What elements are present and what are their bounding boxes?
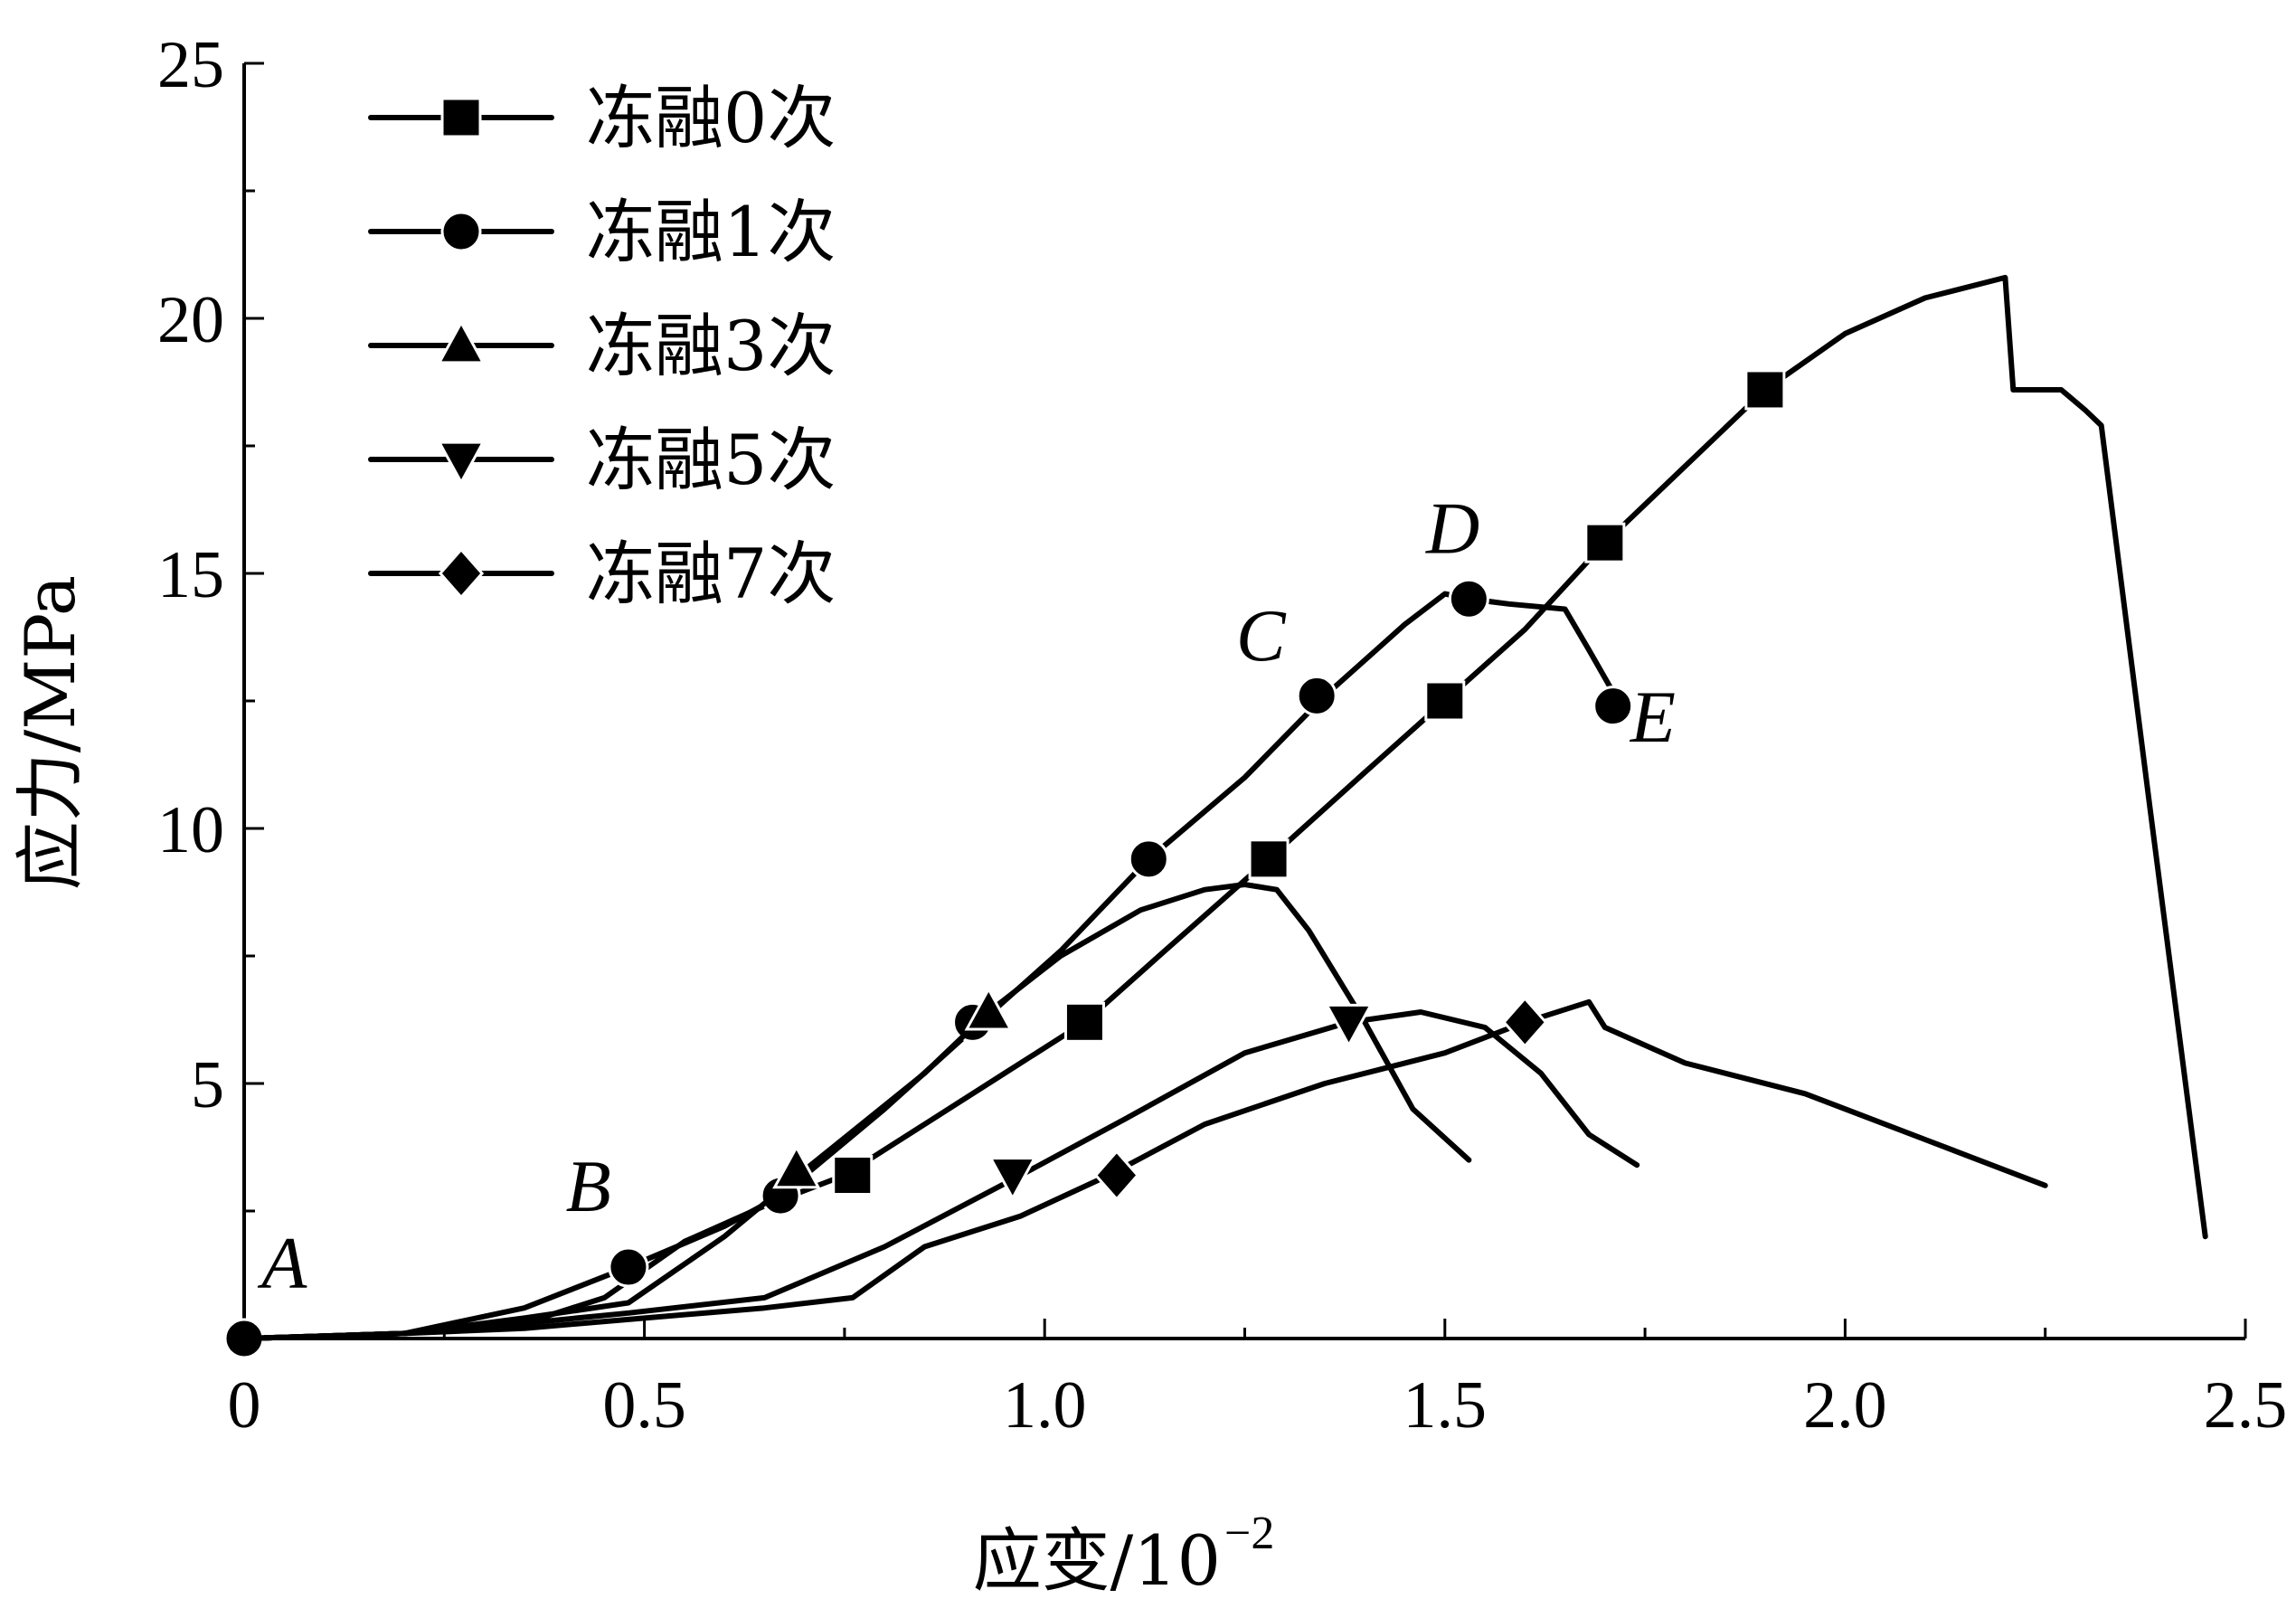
legend-label: 冻融5次 <box>586 420 836 500</box>
y-tick-label: 25 <box>157 28 224 102</box>
data-point-triangle-down <box>988 1157 1037 1201</box>
legend-marker-square <box>440 97 482 138</box>
annotation-D: D <box>1425 487 1479 569</box>
legend-marker-circle <box>440 211 482 252</box>
y-tick-label: 15 <box>157 538 224 612</box>
legend-marker-triangle-down <box>437 440 486 486</box>
data-point-diamond <box>1093 1149 1139 1202</box>
legend-marker-diamond <box>438 547 485 600</box>
y-tick-label: 10 <box>157 793 224 867</box>
legend-item: 冻融7次 <box>368 534 836 614</box>
series-1 <box>223 578 1634 1359</box>
series-layer <box>223 274 2208 1359</box>
data-point-triangle-up <box>964 986 1013 1031</box>
series-line-0 <box>241 274 2208 1341</box>
annotation-E: E <box>1630 676 1676 758</box>
legend-label: 冻融1次 <box>586 192 836 272</box>
series-line-4 <box>241 998 2048 1341</box>
legend-item: 冻融0次 <box>368 78 836 158</box>
axis-ticks: 0 0.5 1.0 1.5 2.0 2.5 5 10 15 20 25 <box>157 28 2287 1443</box>
legend-label: 冻融7次 <box>586 534 836 614</box>
data-point-circle <box>1296 675 1337 716</box>
x-tick-label: 2.0 <box>1803 1368 1887 1443</box>
series-2 <box>241 882 1472 1341</box>
series-line-1 <box>241 591 1624 1341</box>
x-tick-label: 2.5 <box>2204 1368 2288 1443</box>
legend-label: 冻融3次 <box>586 306 836 386</box>
data-point-triangle-up <box>772 1144 821 1189</box>
series-3 <box>241 1003 1640 1341</box>
series-0 <box>241 274 2208 1341</box>
x-tick-label: 1.0 <box>1003 1368 1087 1443</box>
y-tick-label: 20 <box>157 283 224 357</box>
data-point-square <box>1584 522 1626 563</box>
series-line-3 <box>241 1009 1640 1341</box>
x-axis-title-exponent: −2 <box>1224 1508 1274 1559</box>
legend-label: 冻融0次 <box>586 78 836 158</box>
data-point-square <box>1063 1001 1105 1043</box>
legend-marker-triangle-up <box>437 319 486 364</box>
data-point-circle <box>1448 578 1489 620</box>
x-tick-label: 0.5 <box>602 1368 686 1443</box>
data-point-square <box>832 1155 874 1197</box>
legend-item: 冻融5次 <box>368 420 836 500</box>
data-point-square <box>1248 838 1290 880</box>
series-4 <box>241 996 2048 1341</box>
series-line-2 <box>241 882 1472 1341</box>
data-point-circle <box>1128 838 1169 880</box>
data-point-square <box>1424 680 1466 722</box>
legend-item: 冻融3次 <box>368 306 836 386</box>
data-point-triangle-down <box>1324 1003 1374 1048</box>
data-point-circle <box>608 1246 649 1288</box>
data-point-circle <box>1592 686 1634 727</box>
annotation-C: C <box>1236 594 1287 676</box>
x-axis-title: 应变/10 <box>973 1520 1221 1599</box>
legend-item: 冻融1次 <box>368 192 836 272</box>
x-tick-label: 1.5 <box>1403 1368 1488 1443</box>
y-axis-title: 应力/MPa <box>10 575 90 890</box>
annotations: A B C D E <box>257 487 1676 1303</box>
data-point-diamond <box>1502 996 1548 1048</box>
annotation-B: B <box>566 1145 611 1227</box>
y-tick-label: 5 <box>191 1048 224 1122</box>
data-point-square <box>1744 369 1786 411</box>
annotation-A: A <box>257 1222 307 1304</box>
x-tick-label: 0 <box>228 1368 261 1443</box>
